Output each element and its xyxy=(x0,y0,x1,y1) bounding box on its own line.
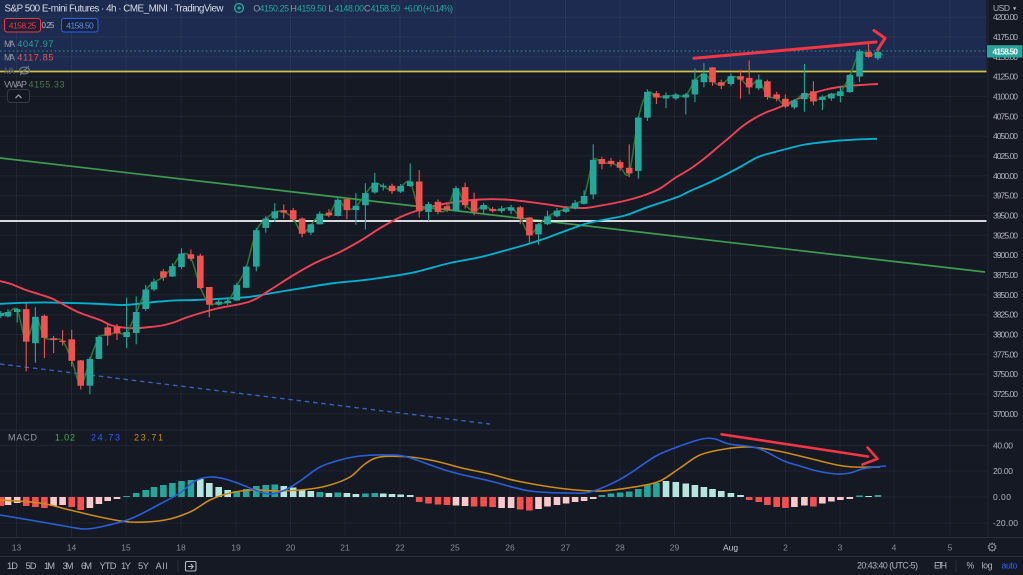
svg-text:auto: auto xyxy=(1002,561,1018,571)
svg-text:4117.85: 4117.85 xyxy=(17,52,53,62)
svg-text:4155.33: 4155.33 xyxy=(29,79,65,89)
svg-text:4047.97: 4047.97 xyxy=(17,39,53,49)
svg-text:MACD: MACD xyxy=(8,433,38,443)
svg-text:1D: 1D xyxy=(7,561,18,571)
svg-text:20: 20 xyxy=(286,543,296,553)
svg-text:3975.00: 3975.00 xyxy=(993,191,1018,201)
svg-text:4158.50: 4158.50 xyxy=(371,4,401,14)
svg-text:ETH: ETH xyxy=(934,561,947,571)
svg-text:3900.00: 3900.00 xyxy=(993,250,1018,260)
svg-text:0.00: 0.00 xyxy=(993,492,1011,502)
svg-text:3950.00: 3950.00 xyxy=(993,211,1018,221)
svg-text:4100.00: 4100.00 xyxy=(993,92,1018,102)
svg-text:40.00: 40.00 xyxy=(993,441,1013,451)
svg-text:C: C xyxy=(364,4,371,14)
svg-text:4158.50: 4158.50 xyxy=(66,20,94,30)
svg-text:4050.00: 4050.00 xyxy=(993,131,1018,141)
svg-text:4158.25: 4158.25 xyxy=(9,20,37,30)
svg-text:4: 4 xyxy=(892,543,897,553)
svg-text:5Y: 5Y xyxy=(138,561,149,571)
svg-text:S&P 500 E-mini Futures · 4h ·: S&P 500 E-mini Futures · 4h · CME_MINI ·… xyxy=(5,4,225,15)
svg-text:21: 21 xyxy=(340,543,350,553)
svg-text:19: 19 xyxy=(231,543,241,553)
svg-text:23.71: 23.71 xyxy=(134,433,163,443)
svg-text:18: 18 xyxy=(176,543,186,553)
svg-text:4158.50: 4158.50 xyxy=(993,47,1019,57)
svg-text:3875.00: 3875.00 xyxy=(993,270,1018,280)
svg-text:1Y: 1Y xyxy=(121,561,131,571)
svg-text:4150.25: 4150.25 xyxy=(260,4,290,14)
svg-text:24.73: 24.73 xyxy=(91,433,120,443)
svg-text:1M: 1M xyxy=(44,561,55,571)
svg-text:⚙: ⚙ xyxy=(987,541,998,555)
svg-text:0.25: 0.25 xyxy=(42,21,56,30)
svg-text:3750.00: 3750.00 xyxy=(993,369,1018,379)
svg-text:USD: USD xyxy=(993,3,1010,13)
svg-text:3850.00: 3850.00 xyxy=(993,290,1018,300)
svg-text:4148.00: 4148.00 xyxy=(335,4,365,14)
svg-text:%: % xyxy=(967,561,975,571)
svg-text:4125.00: 4125.00 xyxy=(993,72,1018,82)
svg-text:All: All xyxy=(156,561,168,571)
svg-text:4000.00: 4000.00 xyxy=(993,171,1018,181)
svg-text:L: L xyxy=(329,4,334,14)
svg-text:5D: 5D xyxy=(26,561,37,571)
svg-text:27: 27 xyxy=(561,543,571,553)
svg-text:VWAP: VWAP xyxy=(4,79,27,89)
svg-text:YTD: YTD xyxy=(100,561,117,571)
svg-text:1.02: 1.02 xyxy=(55,433,75,443)
svg-text:3725.00: 3725.00 xyxy=(993,389,1018,399)
svg-text:25: 25 xyxy=(450,543,460,553)
svg-text:3775.00: 3775.00 xyxy=(993,349,1018,359)
svg-text:O: O xyxy=(253,4,260,14)
svg-text:3M: 3M xyxy=(63,561,74,571)
svg-text:6M: 6M xyxy=(81,561,92,571)
svg-text:22: 22 xyxy=(395,543,405,553)
svg-text:MA: MA xyxy=(4,52,15,62)
svg-text:20:43:40 (UTC-5): 20:43:40 (UTC-5) xyxy=(857,561,918,571)
svg-text:3700.00: 3700.00 xyxy=(993,409,1018,419)
svg-text:H: H xyxy=(291,4,297,14)
svg-text:4200.00: 4200.00 xyxy=(993,12,1018,22)
svg-text:Aug: Aug xyxy=(723,543,738,553)
svg-text:15: 15 xyxy=(121,543,131,553)
svg-text:-20.00: -20.00 xyxy=(993,518,1018,528)
svg-text:▾: ▾ xyxy=(1013,6,1017,13)
svg-text:log: log xyxy=(982,561,993,571)
svg-text:20.00: 20.00 xyxy=(993,466,1013,476)
svg-text:3800.00: 3800.00 xyxy=(993,330,1018,340)
svg-text:4175.00: 4175.00 xyxy=(993,32,1018,42)
svg-text:3925.00: 3925.00 xyxy=(993,230,1018,240)
svg-text:4159.50: 4159.50 xyxy=(297,4,327,14)
svg-text:+6.00 (+0.14%): +6.00 (+0.14%) xyxy=(404,4,454,14)
svg-text:26: 26 xyxy=(505,543,515,553)
svg-text:4025.00: 4025.00 xyxy=(993,151,1018,161)
svg-text:13: 13 xyxy=(12,543,22,553)
svg-text:MA: MA xyxy=(4,39,15,49)
svg-text:MA: MA xyxy=(4,66,15,76)
svg-text:2: 2 xyxy=(783,543,788,553)
svg-text:5: 5 xyxy=(948,543,953,553)
svg-text:3: 3 xyxy=(838,543,843,553)
svg-text:14: 14 xyxy=(67,543,77,553)
svg-text:29: 29 xyxy=(670,543,680,553)
svg-text:4075.00: 4075.00 xyxy=(993,111,1018,121)
svg-text:3825.00: 3825.00 xyxy=(993,310,1018,320)
svg-text:28: 28 xyxy=(615,543,625,553)
